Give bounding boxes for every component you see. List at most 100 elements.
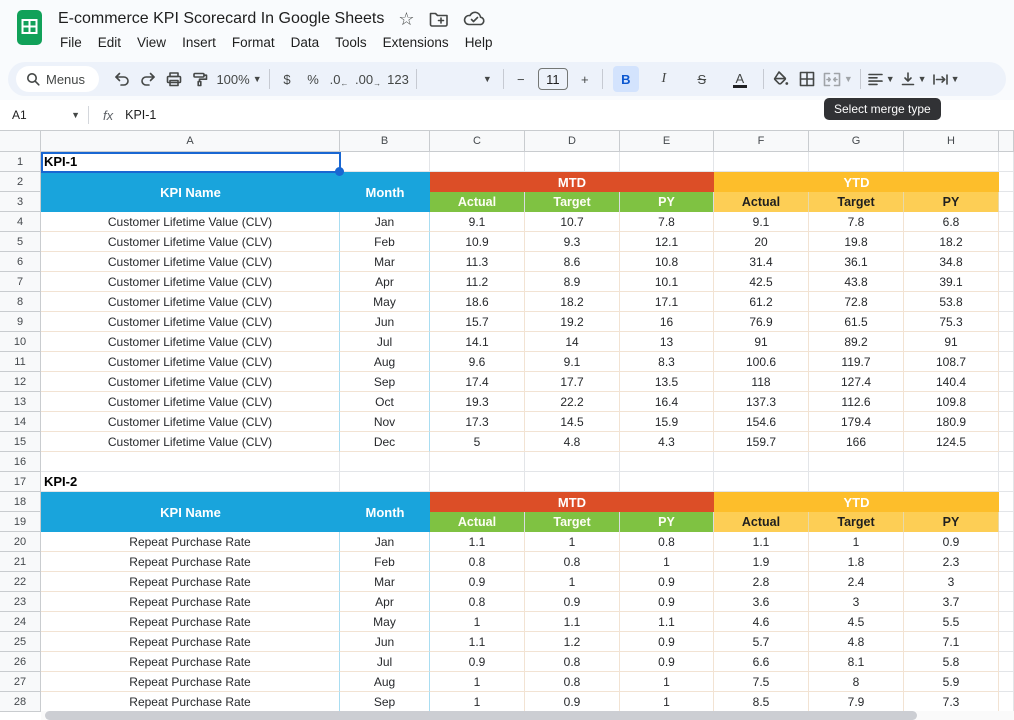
cell-kpi-name[interactable]: Customer Lifetime Value (CLV) — [41, 232, 340, 252]
cell-value[interactable]: 11.2 — [430, 272, 525, 292]
cell-value[interactable]: 0.9 — [620, 652, 714, 672]
cell-kpi-name[interactable]: Repeat Purchase Rate — [41, 532, 340, 552]
table-subheader-mtd-actual[interactable]: Actual — [430, 512, 525, 532]
format-currency-button[interactable]: $ — [274, 66, 300, 92]
cell-kpi-name[interactable]: Repeat Purchase Rate — [41, 612, 340, 632]
fill-color-button[interactable] — [768, 66, 794, 92]
empty-cell[interactable] — [999, 352, 1014, 372]
cell-value[interactable]: 17.7 — [525, 372, 620, 392]
cell-value[interactable]: 5.7 — [714, 632, 809, 652]
cell-kpi-name[interactable]: Customer Lifetime Value (CLV) — [41, 252, 340, 272]
cell-value[interactable]: 4.3 — [620, 432, 714, 452]
empty-cell[interactable] — [999, 512, 1014, 532]
cell-value[interactable]: 0.9 — [430, 572, 525, 592]
empty-cell[interactable] — [340, 152, 430, 172]
document-title[interactable]: E-commerce KPI Scorecard In Google Sheet… — [58, 10, 384, 28]
table-subheader-mtd-py[interactable]: PY — [620, 192, 714, 212]
cell-value[interactable]: 0.8 — [430, 592, 525, 612]
cell-value[interactable]: 13 — [620, 332, 714, 352]
cell-value[interactable]: 108.7 — [904, 352, 999, 372]
menu-help[interactable]: Help — [457, 33, 501, 52]
italic-button[interactable]: I — [651, 66, 677, 92]
cell-month[interactable]: May — [340, 612, 430, 632]
cell-value[interactable]: 1 — [525, 572, 620, 592]
column-header-partial[interactable] — [999, 131, 1014, 152]
cell-value[interactable]: 0.8 — [525, 652, 620, 672]
grid-corner[interactable] — [0, 131, 41, 152]
cell-value[interactable]: 10.1 — [620, 272, 714, 292]
horizontal-align-button[interactable]: ▼ — [865, 66, 898, 92]
cell-month[interactable]: Feb — [340, 552, 430, 572]
cell-value[interactable]: 8.6 — [525, 252, 620, 272]
empty-cell[interactable] — [999, 612, 1014, 632]
row-header-11[interactable]: 11 — [0, 352, 41, 372]
empty-cell[interactable] — [999, 312, 1014, 332]
cell-kpi-name[interactable]: Repeat Purchase Rate — [41, 552, 340, 572]
cell-value[interactable]: 12.1 — [620, 232, 714, 252]
column-header-h[interactable]: H — [904, 131, 999, 152]
cell-value[interactable]: 4.6 — [714, 612, 809, 632]
empty-cell[interactable] — [809, 152, 904, 172]
row-header-23[interactable]: 23 — [0, 592, 41, 612]
cell-value[interactable]: 61.5 — [809, 312, 904, 332]
cell-month[interactable]: Aug — [340, 672, 430, 692]
cell-value[interactable]: 53.8 — [904, 292, 999, 312]
print-button[interactable] — [161, 66, 187, 92]
row-header-4[interactable]: 4 — [0, 212, 41, 232]
cell-value[interactable]: 1.8 — [809, 552, 904, 572]
cell-value[interactable]: 9.1 — [714, 212, 809, 232]
cell-value[interactable]: 1.1 — [714, 532, 809, 552]
table-subheader-mtd-py[interactable]: PY — [620, 512, 714, 532]
increase-decimal-button[interactable]: .00→ — [352, 66, 384, 92]
menu-view[interactable]: View — [129, 33, 174, 52]
cell-value[interactable]: 4.5 — [809, 612, 904, 632]
menu-tools[interactable]: Tools — [327, 33, 375, 52]
cell-kpi-name[interactable]: Repeat Purchase Rate — [41, 592, 340, 612]
row-header-1[interactable]: 1 — [0, 152, 41, 172]
row-header-14[interactable]: 14 — [0, 412, 41, 432]
cell-month[interactable]: Dec — [340, 432, 430, 452]
cell-value[interactable]: 91 — [904, 332, 999, 352]
cell-kpi-name[interactable]: Customer Lifetime Value (CLV) — [41, 292, 340, 312]
cell-value[interactable]: 118 — [714, 372, 809, 392]
empty-cell[interactable] — [999, 552, 1014, 572]
menu-insert[interactable]: Insert — [174, 33, 224, 52]
table-subheader-ytd-target[interactable]: Target — [809, 192, 904, 212]
cell-value[interactable]: 4.8 — [809, 632, 904, 652]
cell-value[interactable]: 5.5 — [904, 612, 999, 632]
cell-value[interactable]: 0.9 — [904, 532, 999, 552]
table-header-kpi-name[interactable]: KPI Name — [41, 492, 340, 532]
move-folder-icon[interactable] — [429, 11, 449, 27]
cell-value[interactable]: 0.9 — [620, 592, 714, 612]
empty-cell[interactable] — [714, 152, 809, 172]
cell-month[interactable]: Sep — [340, 692, 430, 712]
cell-value[interactable]: 72.8 — [809, 292, 904, 312]
cell-value[interactable]: 16.4 — [620, 392, 714, 412]
cell-kpi-name[interactable]: Customer Lifetime Value (CLV) — [41, 372, 340, 392]
cell-value[interactable]: 3 — [904, 572, 999, 592]
menus-search-button[interactable]: Menus — [16, 66, 99, 92]
increase-font-size-button[interactable]: + — [572, 66, 598, 92]
table-subheader-mtd-target[interactable]: Target — [525, 512, 620, 532]
empty-cell[interactable] — [525, 472, 620, 492]
cell-value[interactable]: 14 — [525, 332, 620, 352]
row-header-12[interactable]: 12 — [0, 372, 41, 392]
row-header-13[interactable]: 13 — [0, 392, 41, 412]
empty-cell[interactable] — [525, 452, 620, 472]
cell-value[interactable]: 43.8 — [809, 272, 904, 292]
empty-cell[interactable] — [620, 152, 714, 172]
empty-cell[interactable] — [999, 472, 1014, 492]
row-header-15[interactable]: 15 — [0, 432, 41, 452]
row-header-19[interactable]: 19 — [0, 512, 41, 532]
cell-value[interactable]: 7.3 — [904, 692, 999, 712]
bold-button[interactable]: B — [613, 66, 639, 92]
cell-value[interactable]: 154.6 — [714, 412, 809, 432]
more-number-formats-button[interactable]: 123 — [384, 66, 412, 92]
cell-value[interactable]: 14.5 — [525, 412, 620, 432]
cell-month[interactable]: Jul — [340, 332, 430, 352]
kpi-section-label[interactable]: KPI-1 — [41, 152, 340, 172]
menu-edit[interactable]: Edit — [90, 33, 129, 52]
cell-month[interactable]: Jul — [340, 652, 430, 672]
cell-value[interactable]: 61.2 — [714, 292, 809, 312]
empty-cell[interactable] — [999, 672, 1014, 692]
